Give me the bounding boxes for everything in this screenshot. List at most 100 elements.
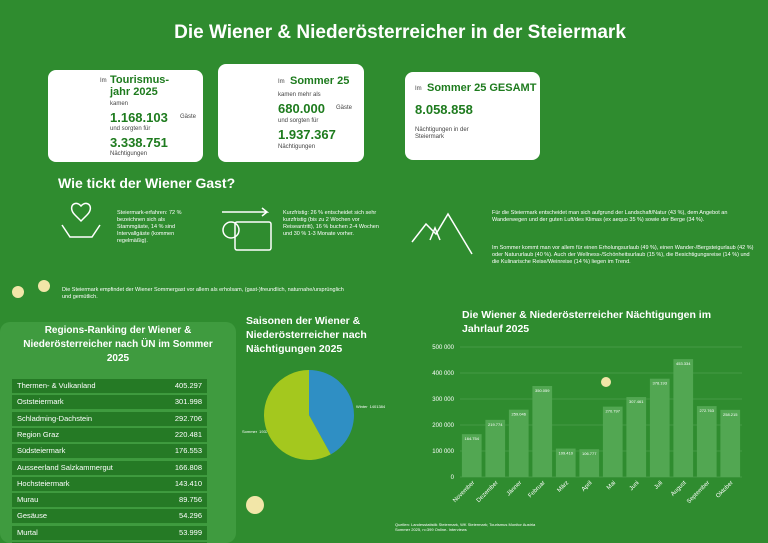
ranking-value: 405.297 — [174, 381, 202, 390]
y-tick-label: 100 000 — [432, 449, 454, 455]
bar — [626, 397, 647, 477]
ranking-row: Thermen- & Vulkanland 405.297 — [12, 379, 207, 394]
value-label: 272.763 — [700, 408, 715, 413]
x-tick-label: Jänner — [506, 480, 523, 497]
ranking-region: Hochsteiermark — [17, 478, 70, 488]
card-text: kamen — [110, 101, 129, 107]
ranking-row: Region Graz 220.481 — [12, 427, 207, 443]
ranking-value: 220.481 — [174, 429, 202, 439]
card-text: Gäste — [180, 114, 197, 120]
info-text: Die Steiermark empfindet der Wiener Somm… — [62, 287, 344, 300]
ranking-region: Murau — [17, 495, 39, 505]
y-tick-label: 0 — [451, 475, 455, 481]
ranking-region: Murtal — [17, 527, 38, 537]
ranking-region: Schladming-Dachstein — [17, 413, 93, 423]
ranking-region: Ausseerland Salzkammergut — [17, 462, 113, 472]
value-label: 350.059 — [535, 388, 550, 393]
card-prefix: Im — [415, 86, 422, 92]
ranking-region: Oststeiermark — [17, 397, 64, 407]
logo-text: Steiermark — [495, 107, 532, 114]
x-tick-label: Mai — [606, 480, 617, 491]
ranking-row: Hochsteiermark 143.410 — [12, 476, 207, 492]
card-text: kamen mehr als — [278, 92, 321, 98]
info-text: Für die Steiermark entscheidet man sich … — [492, 210, 728, 223]
y-tick-label: 400 000 — [432, 371, 454, 377]
bar — [649, 378, 670, 477]
bar — [508, 409, 529, 477]
card-heading: Tourismus-jahr 2025 — [110, 74, 170, 98]
card: Im Sommer 25 kamen mehr als 680.000 Gäst… — [218, 64, 364, 162]
y-tick-label: 500 000 — [432, 345, 454, 351]
bar-title: Die Wiener & Niederösterreicher Nächtigu… — [462, 309, 712, 335]
x-tick-label: Juli — [654, 480, 665, 491]
card-number: 680.000 — [278, 101, 325, 116]
ranking-value: 176.553 — [174, 446, 202, 456]
bar — [696, 406, 717, 477]
ranking-region: Südsteiermark — [17, 446, 66, 456]
value-label: 109.410 — [559, 451, 574, 456]
card-heading: Sommer 25 GESAMT — [427, 82, 537, 94]
value-label: 164.754 — [465, 436, 480, 441]
value-label: 307.461 — [629, 399, 644, 404]
ranking-value: 54.296 — [179, 511, 202, 521]
ranking-value: 89.756 — [179, 495, 202, 505]
page-title: Die Wiener & Niederösterreicher in der S… — [174, 22, 626, 43]
ranking-region: Gesäuse — [17, 511, 48, 521]
x-tick-label: März — [556, 480, 570, 494]
value-label: 219.774 — [488, 422, 503, 427]
pie-title: Saisonen der Wiener & Niederösterreicher… — [246, 315, 367, 355]
ranking-row: Murau 89.756 — [12, 493, 207, 509]
ranking-value: 143.410 — [174, 478, 202, 488]
ranking-row: Murtal 53.999 — [12, 525, 207, 541]
card-number: 3.338.751 — [110, 135, 168, 150]
card-text: und sorgten für — [278, 118, 319, 124]
info-text: Steiermark-erfahren: 72 % bezeichnen sic… — [117, 210, 182, 244]
x-tick-label: Juni — [629, 480, 641, 492]
pie-slice — [309, 370, 354, 455]
value-label: 378.193 — [653, 381, 668, 386]
pie-category: Sommer — [242, 429, 258, 434]
bar — [673, 359, 694, 477]
card-text: Nächtigungen — [110, 151, 148, 157]
pie-category: Winter — [356, 404, 368, 409]
value-label: 106.777 — [582, 451, 597, 456]
ranking-value: 53.999 — [179, 527, 202, 537]
y-tick-label: 200 000 — [432, 423, 454, 429]
bar — [602, 406, 623, 477]
card-number: 8.058.858 — [415, 102, 473, 117]
bar — [579, 449, 600, 477]
ranking-value: 301.998 — [174, 397, 202, 407]
bar — [461, 434, 482, 477]
value-label: 259.046 — [512, 412, 527, 417]
pie-label: Winter 1401384 — [356, 404, 386, 409]
section-title: Wie tickt der Wiener Gast? — [58, 175, 236, 191]
x-tick-label: Oktober — [715, 480, 734, 499]
x-tick-label: Februar — [528, 480, 547, 499]
x-tick-label: April — [581, 480, 594, 493]
ranking-row: Gesäuse 54.296 — [12, 509, 207, 525]
card-text: und sorgten für — [110, 126, 151, 132]
card-text: Gäste — [336, 105, 353, 111]
card: Im Sommer 25 GESAMT 8.058.858 Nächtigung… — [405, 72, 540, 160]
info-text: Im Sommer kommt man vor allem für einen … — [492, 245, 754, 265]
ranking-region: Thermen- & Vulkanland — [17, 381, 96, 390]
card-prefix: Im — [278, 79, 285, 85]
bar — [555, 448, 576, 477]
ranking-row: Ausseerland Salzkammergut 166.808 — [12, 460, 207, 476]
card-number: 1.168.103 — [110, 110, 168, 125]
value-label: 258.215 — [723, 412, 738, 417]
ranking-row: Südsteiermark 176.553 — [12, 444, 207, 460]
x-tick-label: Dezember — [476, 480, 500, 504]
value-label: 270.797 — [606, 409, 621, 414]
pie-value: 1401384 — [370, 404, 386, 409]
card: Im Tourismus-jahr 2025 kamen 1.168.103 G… — [48, 70, 203, 162]
card-text: Nächtigungen in der Steiermark — [415, 127, 469, 140]
card-text: Nächtigungen — [278, 144, 316, 150]
ranking-value: 292.706 — [174, 413, 202, 423]
ranking-row: Schladming-Dachstein 292.706 — [12, 411, 207, 427]
ranking-value: 166.808 — [174, 462, 202, 472]
source-note: Quellen: Landesstatistik Steiermark, WK … — [395, 522, 536, 532]
x-tick-label: September — [686, 480, 711, 505]
y-tick-label: 300 000 — [432, 397, 454, 403]
pie-slice — [263, 370, 331, 461]
